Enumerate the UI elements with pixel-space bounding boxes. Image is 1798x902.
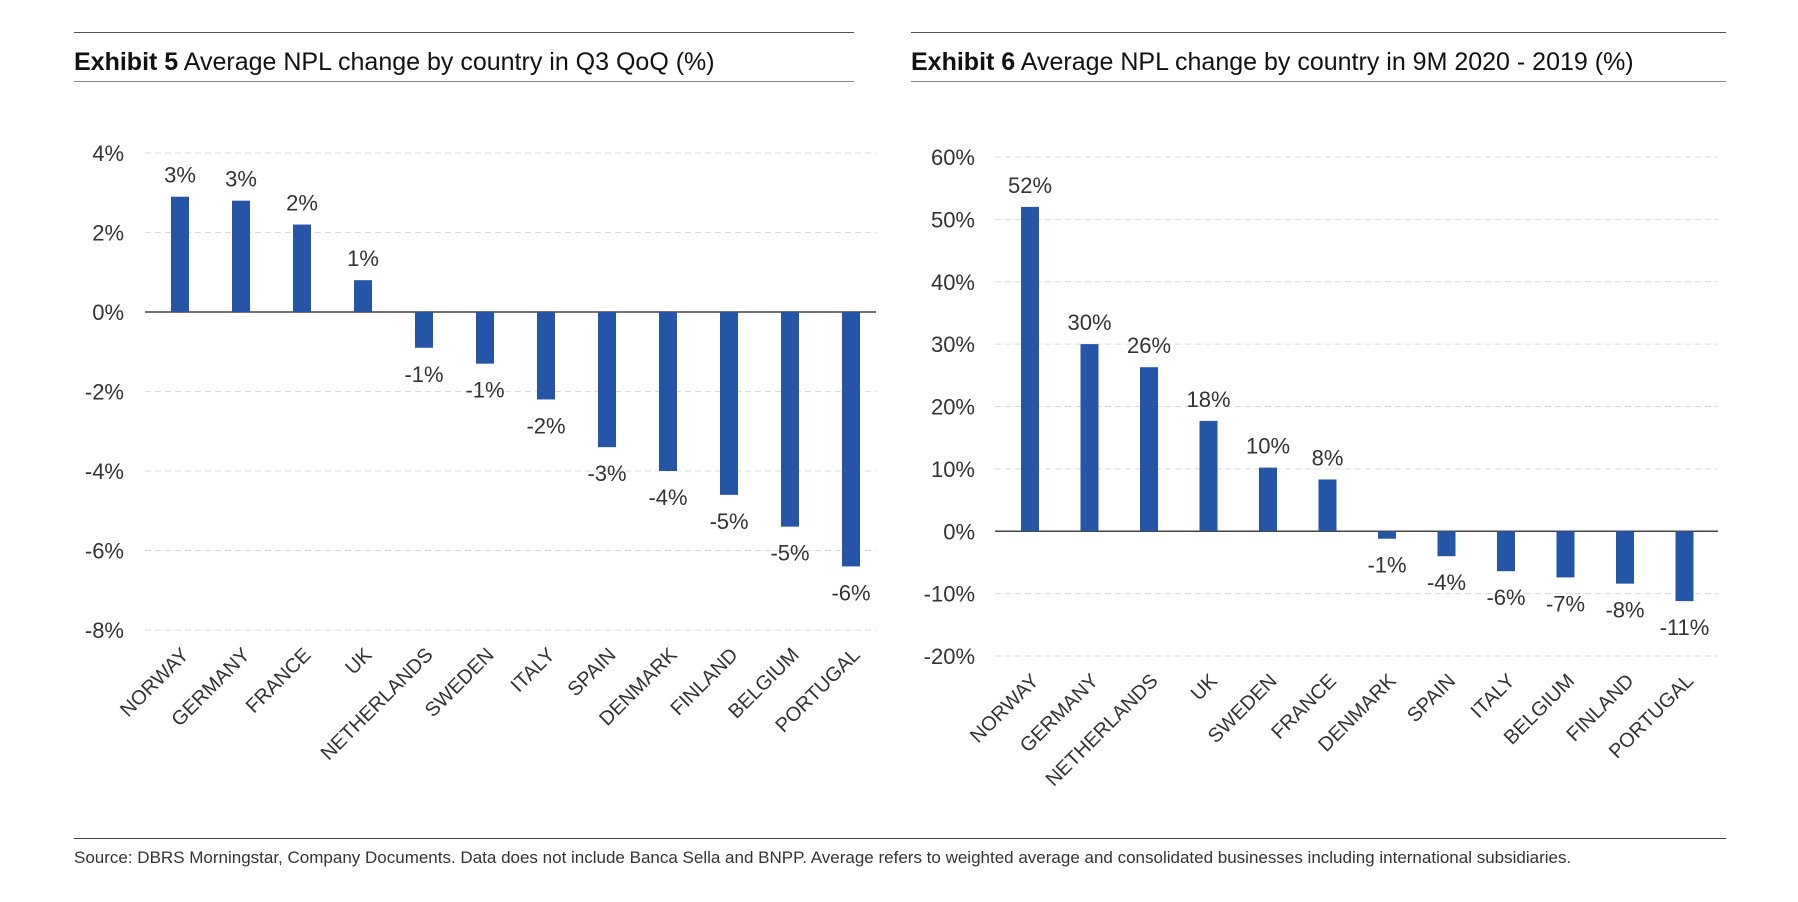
e6-ytick-label: -10% — [924, 582, 975, 607]
e6-ytick-label: 40% — [931, 270, 975, 295]
e5-bar-uk — [354, 280, 372, 312]
e6-ytick-label: 60% — [931, 145, 975, 170]
e6-ytick-label: 10% — [931, 457, 975, 482]
exhibit-5-title-text: Average NPL change by country in Q3 QoQ … — [183, 48, 715, 76]
source-note: Source: DBRS Morningstar, Company Docume… — [74, 848, 1572, 867]
e6-bar-denmark — [1378, 531, 1396, 539]
e5-data-label: -6% — [831, 580, 870, 605]
e6-bar-sweden — [1259, 467, 1277, 532]
e6-category-label: NETHERLANDS — [1042, 670, 1163, 791]
e5-data-label: -5% — [709, 509, 748, 534]
e5-bar-denmark — [659, 312, 677, 471]
e6-ytick-label: 30% — [931, 332, 975, 357]
e5-bar-portugal — [842, 312, 860, 567]
e6-bar-netherlands — [1140, 367, 1158, 532]
e6-data-label: -7% — [1546, 591, 1585, 616]
e6-bar-belgium — [1556, 531, 1575, 578]
e6-data-label: 10% — [1246, 434, 1290, 459]
e5-data-label: 2% — [286, 191, 318, 216]
e6-data-label: 30% — [1067, 310, 1111, 335]
e6-bar-spain — [1437, 531, 1456, 557]
e6-data-label: 26% — [1127, 333, 1171, 358]
e6-bar-france — [1318, 479, 1337, 532]
e6-category-label: SPAIN — [1403, 670, 1460, 727]
exhibit-6-label: Exhibit 6 — [911, 48, 1016, 76]
e5-data-label: -1% — [465, 378, 504, 403]
e5-ytick-label: -6% — [85, 539, 124, 564]
e5-ytick-label: -4% — [85, 459, 124, 484]
e6-ytick-label: 50% — [931, 207, 975, 232]
e5-data-label: -2% — [526, 413, 565, 438]
e6-bar-uk — [1199, 420, 1218, 532]
e5-bar-belgium — [781, 312, 799, 527]
e5-data-label: -3% — [587, 461, 626, 486]
e6-bar-germany — [1080, 344, 1099, 532]
exhibit-6-title: Exhibit 6 Average NPL change by country … — [911, 48, 1634, 77]
e6-data-label: 18% — [1186, 387, 1230, 412]
e5-bar-netherlands — [415, 312, 433, 348]
e5-bar-sweden — [476, 312, 494, 364]
e5-data-label: 1% — [347, 246, 379, 271]
e6-data-label: 8% — [1312, 445, 1344, 470]
e5-bar-germany — [232, 200, 250, 312]
title-rule-right — [911, 81, 1726, 82]
e5-data-label: -1% — [404, 362, 443, 387]
e5-ytick-label: -2% — [85, 380, 124, 405]
e6-category-label: ITALY — [1467, 670, 1520, 723]
bottom-rule — [74, 838, 1726, 839]
exhibit-6-title-text: Average NPL change by country in 9M 2020… — [1020, 48, 1634, 76]
e5-data-label: -5% — [770, 541, 809, 566]
e5-data-label: -4% — [648, 485, 687, 510]
e6-ytick-label: 0% — [943, 519, 975, 544]
e5-bar-finland — [720, 312, 738, 495]
exhibit-5-title: Exhibit 5 Average NPL change by country … — [74, 48, 715, 77]
e5-bar-norway — [171, 196, 189, 312]
e5-ytick-label: 4% — [92, 141, 124, 166]
e5-data-label: 3% — [164, 163, 196, 188]
e6-data-label: -1% — [1367, 553, 1406, 578]
e6-bar-portugal — [1675, 531, 1694, 602]
e5-ytick-label: 2% — [92, 221, 124, 246]
title-rule-left — [74, 81, 854, 82]
top-rule-left — [74, 32, 854, 33]
e6-bar-italy — [1497, 531, 1515, 572]
e6-data-label: 52% — [1008, 173, 1052, 198]
exhibit-6-chart: 60%50%40%30%20%10%0%-10%-20%52%NORWAY30%… — [924, 145, 1718, 791]
e6-data-label: -11% — [1660, 615, 1710, 640]
e5-data-label: 3% — [225, 167, 257, 192]
e5-ytick-label: 0% — [92, 300, 124, 325]
e5-bar-spain — [598, 312, 616, 448]
e6-data-label: -6% — [1486, 585, 1525, 610]
exhibit-5-chart: 4%2%0%-2%-4%-6%-8%3%NORWAY3%GERMANY2%FRA… — [85, 141, 876, 765]
e6-ytick-label: -20% — [924, 644, 975, 669]
e5-bar-italy — [537, 312, 555, 400]
e5-ytick-label: -8% — [85, 618, 124, 643]
e6-bar-finland — [1616, 531, 1634, 584]
exhibit-5-label: Exhibit 5 — [74, 48, 179, 76]
e6-data-label: -8% — [1605, 598, 1644, 623]
top-rule-right — [911, 32, 1726, 33]
e6-data-label: -4% — [1427, 570, 1466, 595]
e6-ytick-label: 20% — [931, 395, 975, 420]
e6-bar-norway — [1021, 206, 1039, 532]
e5-bar-france — [293, 224, 311, 312]
e6-category-label: UK — [1187, 670, 1223, 706]
